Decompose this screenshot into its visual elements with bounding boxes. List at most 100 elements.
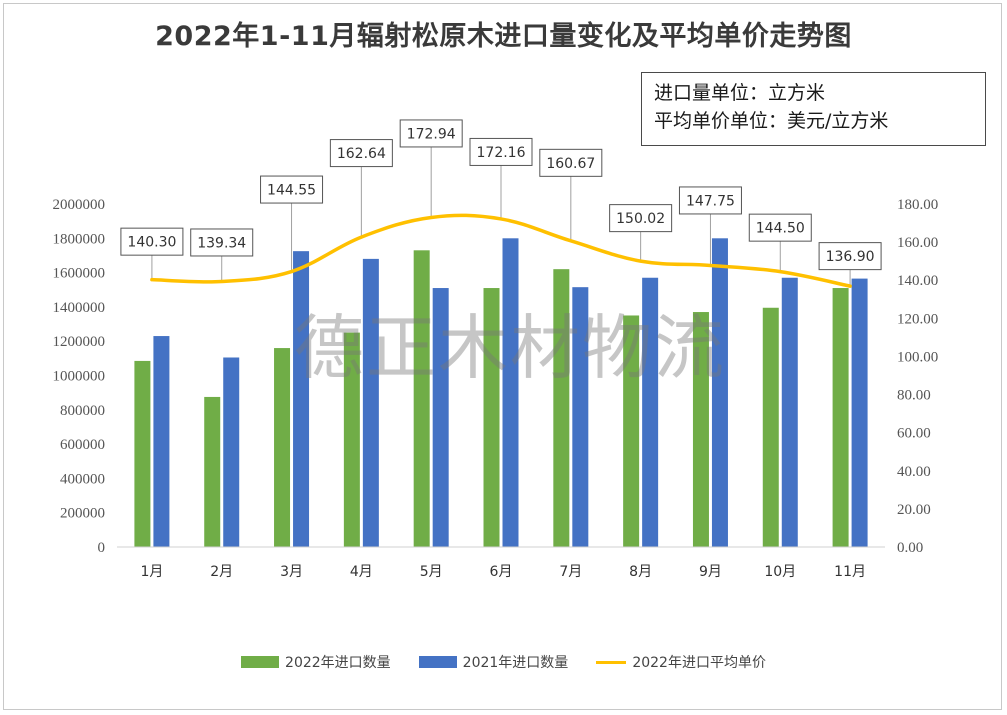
right-axis-ticks: 0.00 20.00 40.00 60.00 80.00 100.00 120.00 140.… — [897, 197, 938, 556]
bar-2022 — [762, 307, 779, 547]
legend-item-2021: 2021年进口数量 — [418, 652, 569, 672]
price-data-label: 139.34 — [197, 235, 246, 251]
price-label-box — [678, 186, 742, 215]
price-label-box — [539, 148, 603, 177]
price-data-label: 144.55 — [267, 183, 316, 199]
price-data-label: 147.75 — [686, 193, 735, 209]
chart-title: 2022年1-11月辐射松原木进口量变化及平均单价走势图 — [155, 21, 852, 52]
category-label: 5月 — [420, 564, 443, 580]
bar-2022 — [204, 396, 221, 547]
bar-2021 — [642, 277, 659, 547]
right-tick-label: 0.00 — [897, 540, 923, 556]
bar-2021 — [502, 238, 519, 548]
price-label-box — [329, 139, 393, 168]
bar-2022 — [623, 315, 640, 547]
right-tick-label: 20.00 — [897, 502, 931, 518]
left-axis-ticks: 0 200000 400000 600000 800000 1000000 1200000 1… — [53, 197, 106, 556]
legend-label-2022: 2022年进口数量 — [285, 655, 391, 671]
price-label-box — [609, 204, 673, 233]
price-data-label: 172.16 — [477, 145, 526, 161]
legend-item-price: 2022年进口平均单价 — [596, 652, 766, 672]
bar-2021 — [293, 251, 310, 547]
price-data-label: 160.67 — [546, 156, 595, 172]
left-tick-label: 1400000 — [53, 300, 106, 316]
right-tick-label: 80.00 — [897, 388, 931, 404]
category-label: 6月 — [490, 564, 513, 580]
bars-group — [134, 238, 868, 548]
price-data-label: 140.30 — [127, 235, 176, 251]
bar-2022 — [692, 312, 709, 547]
category-label: 9月 — [699, 564, 722, 580]
right-tick-label: 40.00 — [897, 464, 931, 480]
category-labels: 1月 2月 3月 4月 5月 6月 7月 8月 9月 10月 11月 — [140, 564, 866, 580]
price-data-label: 172.94 — [407, 126, 456, 142]
left-tick-label: 1200000 — [53, 334, 106, 350]
price-line — [150, 213, 852, 288]
bar-2021 — [153, 336, 170, 547]
bar-2022 — [274, 348, 291, 547]
legend: 2022年进口数量 2021年进口数量 2022年进口平均单价 — [0, 652, 1007, 672]
left-tick-label: 2000000 — [53, 197, 106, 213]
price-data-labels: 140.30 139.34 144.55 162.64 172.94 172.16 160.… — [120, 119, 882, 271]
legend-swatch-price — [596, 660, 627, 664]
category-label: 7月 — [559, 564, 582, 580]
bar-2022 — [343, 332, 360, 547]
category-label: 4月 — [350, 564, 373, 580]
right-tick-label: 100.00 — [897, 349, 938, 365]
right-tick-label: 180.00 — [897, 197, 938, 213]
bar-2022 — [553, 269, 570, 547]
bar-2021 — [223, 357, 240, 547]
price-line-group — [150, 213, 852, 288]
legend-label-2021: 2021年进口数量 — [462, 655, 569, 671]
legend-swatch-2022 — [241, 656, 280, 668]
price-label-box — [120, 227, 184, 256]
price-label-box — [818, 242, 882, 271]
bar-2021 — [432, 288, 449, 547]
bar-2021 — [362, 258, 379, 547]
category-label: 3月 — [280, 564, 303, 580]
units-note-box: 进口量单位：立方米 平均单价单位：美元/立方米 — [641, 72, 986, 146]
price-data-label: 144.50 — [756, 221, 805, 237]
price-data-label: 162.64 — [337, 146, 386, 162]
price-label-box — [260, 175, 324, 204]
price-data-label: 136.90 — [826, 249, 875, 265]
bar-2021 — [781, 277, 798, 547]
left-tick-label: 400000 — [60, 471, 105, 487]
bar-2021 — [711, 238, 728, 548]
left-tick-label: 0 — [98, 540, 106, 556]
bar-2022 — [832, 288, 849, 547]
bar-2022 — [134, 360, 151, 547]
units-note-price: 平均单价单位：美元/立方米 — [654, 110, 889, 132]
label-leader-lines — [151, 146, 851, 287]
right-tick-label: 60.00 — [897, 426, 931, 442]
price-label-box — [748, 213, 812, 242]
price-label-box — [399, 119, 463, 148]
legend-item-2022: 2022年进口数量 — [241, 652, 391, 672]
category-label: 8月 — [629, 564, 652, 580]
category-label: 11月 — [834, 564, 866, 580]
category-label: 1月 — [140, 564, 163, 580]
units-note-volume: 进口量单位：立方米 — [654, 82, 826, 104]
price-label-box — [469, 137, 533, 166]
left-tick-label: 600000 — [60, 437, 105, 453]
left-tick-label: 1800000 — [53, 231, 106, 247]
left-tick-label: 1600000 — [53, 266, 106, 282]
category-label: 10月 — [764, 564, 796, 580]
right-tick-label: 120.00 — [897, 311, 938, 327]
left-tick-label: 1000000 — [53, 369, 106, 385]
bar-2022 — [413, 250, 430, 547]
legend-label-price: 2022年进口平均单价 — [632, 655, 766, 671]
left-tick-label: 800000 — [60, 403, 105, 419]
left-tick-label: 200000 — [60, 506, 105, 522]
bar-2021 — [851, 278, 868, 547]
chart-frame — [3, 3, 1002, 710]
legend-swatch-2021 — [418, 656, 457, 668]
bar-2021 — [572, 287, 589, 547]
price-data-label: 150.02 — [616, 211, 665, 227]
category-label: 2月 — [210, 564, 233, 580]
price-label-box — [190, 228, 254, 257]
right-tick-label: 140.00 — [897, 273, 938, 289]
right-tick-label: 160.00 — [897, 235, 938, 251]
bar-2022 — [483, 288, 500, 547]
